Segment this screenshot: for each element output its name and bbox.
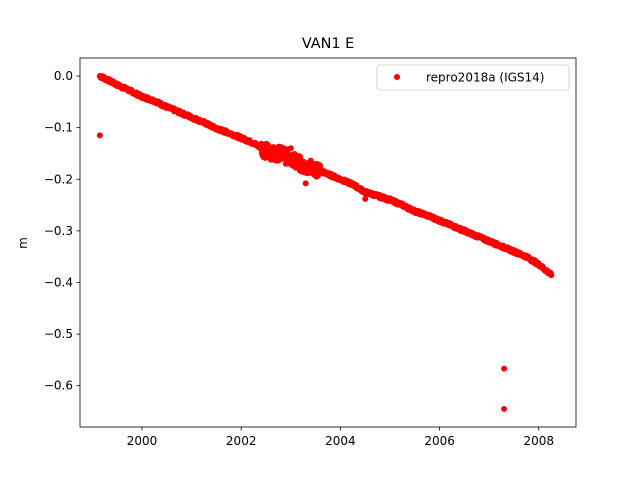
data-point <box>349 181 356 188</box>
plot-frame <box>79 57 577 428</box>
y-tick-label: −0.4 <box>44 275 73 289</box>
data-point <box>387 196 393 203</box>
y-tick-label: −0.1 <box>44 121 73 135</box>
data-point <box>486 238 493 245</box>
data-point <box>411 208 418 215</box>
x-tick-label: 2004 <box>325 434 356 448</box>
chart-title: VAN1 E <box>302 36 354 52</box>
data-point <box>238 134 245 141</box>
data-point <box>498 243 505 250</box>
data-point <box>275 150 282 157</box>
data-point <box>473 233 480 240</box>
legend-label: repro2018a (IGS14) <box>426 71 544 85</box>
legend-box <box>376 64 570 91</box>
outlier-point <box>396 201 403 208</box>
y-tick-label: −0.2 <box>44 172 73 186</box>
outlier-point <box>501 365 508 372</box>
data-point <box>96 73 103 80</box>
data-point <box>151 97 158 104</box>
data-point <box>424 212 431 219</box>
data-point <box>325 171 331 178</box>
outlier-point <box>267 156 274 163</box>
data-point <box>374 192 381 199</box>
y-tick-label: 0.0 <box>54 69 73 83</box>
data-point <box>114 81 121 88</box>
x-tick-label: 2008 <box>524 434 555 448</box>
outlier-point <box>362 195 369 202</box>
outlier-point <box>287 145 294 152</box>
y-tick-label: −0.5 <box>44 327 73 341</box>
data-point <box>337 176 344 183</box>
data-point <box>449 222 455 229</box>
data-point <box>126 87 133 94</box>
y-tick-label: −0.3 <box>44 224 73 238</box>
data-point <box>104 76 111 83</box>
data-point <box>300 163 307 170</box>
data-point <box>287 154 294 161</box>
data-point <box>436 217 443 224</box>
outlier-point <box>501 405 508 412</box>
outlier-point <box>282 160 289 167</box>
data-point <box>176 109 183 116</box>
y-axis-label: m <box>16 237 30 249</box>
data-point <box>362 189 369 196</box>
data-point <box>139 93 145 100</box>
legend-marker <box>394 74 400 80</box>
data-point <box>263 147 269 154</box>
data-point <box>461 227 468 234</box>
data-point <box>312 165 319 172</box>
outlier-point <box>302 180 309 187</box>
data-point <box>523 253 530 260</box>
data-point <box>188 114 195 121</box>
x-tick-label: 2006 <box>424 434 455 448</box>
legend: repro2018a (IGS14) <box>376 64 570 91</box>
data-point <box>213 125 220 132</box>
data-point <box>201 119 207 126</box>
outlier-point <box>96 132 103 139</box>
y-tick-label: −0.6 <box>44 379 73 393</box>
x-tick-label: 2002 <box>226 434 257 448</box>
data-point <box>250 140 257 147</box>
axes: 2000 2002 2004 2006 2008 0.0 −0.1 −0.2 −0.3 −0.4 −… <box>44 57 577 448</box>
data-point <box>225 129 232 136</box>
data-point <box>265 142 272 149</box>
data-points <box>96 73 555 412</box>
data-point <box>163 104 170 111</box>
data-point <box>535 261 542 268</box>
data-point <box>511 248 517 255</box>
x-tick-label: 2000 <box>127 434 158 448</box>
data-point <box>548 271 555 278</box>
